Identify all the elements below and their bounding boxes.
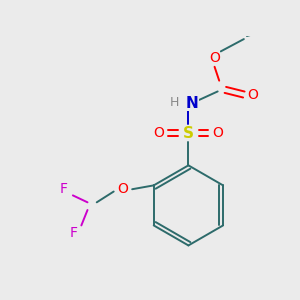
- Text: H: H: [170, 96, 179, 109]
- Text: N: N: [186, 96, 199, 111]
- Text: O: O: [212, 126, 223, 140]
- Text: F: F: [70, 226, 78, 240]
- Text: O: O: [248, 88, 259, 101]
- Text: O: O: [154, 126, 165, 140]
- Text: S: S: [183, 125, 194, 140]
- Text: F: F: [60, 182, 68, 196]
- Text: O: O: [209, 51, 220, 64]
- Text: O: O: [118, 182, 128, 196]
